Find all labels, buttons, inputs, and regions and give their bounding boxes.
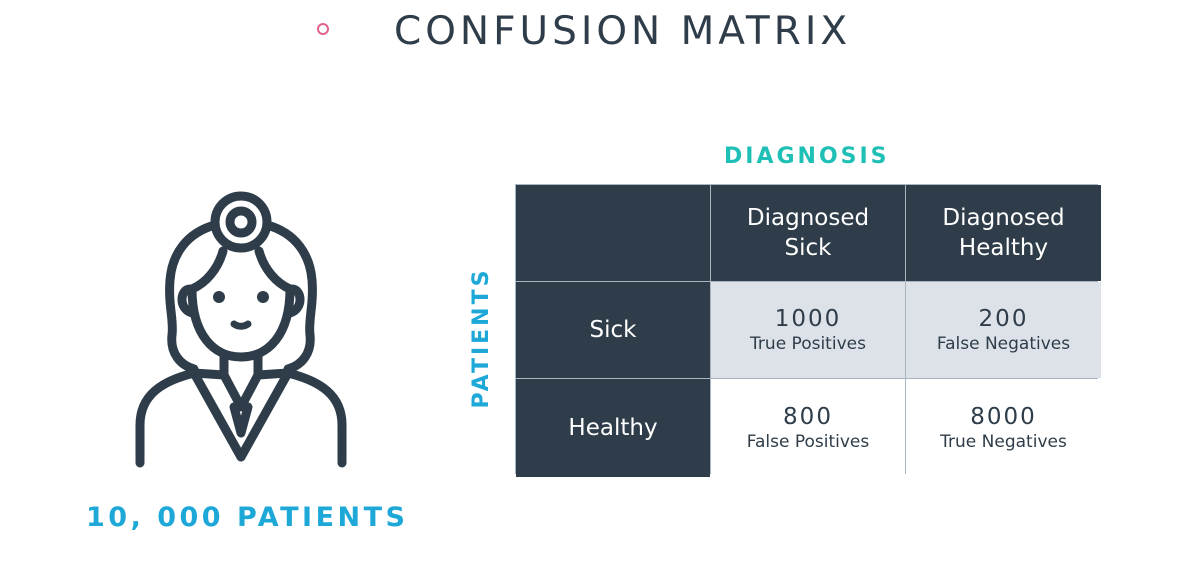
column-header-diagnosed-sick: Diagnosed Sick [711,185,905,281]
column-header-line: Healthy [958,235,1049,261]
diagnosis-axis-label: DIAGNOSIS [724,144,890,169]
cell-caption: True Negatives [940,431,1067,452]
column-header-diagnosed-healthy: Diagnosed Healthy [906,185,1101,281]
row-header-label: Healthy [568,415,658,441]
cell-value: 8000 [970,403,1037,430]
confusion-matrix: Diagnosed Sick Diagnosed Healthy Sick 10… [515,184,1101,477]
cell-caption: False Positives [746,431,870,452]
column-header-line: Diagnosed [942,205,1065,231]
patients-count: 10, 000 PATIENTS [86,502,409,533]
cell-caption: False Negatives [936,333,1071,354]
column-header-line: Diagnosed [746,205,870,231]
cell-value: 1000 [774,305,842,332]
column-header-line: Sick [784,235,832,261]
cell-true-positives: 1000 True Positives [711,282,905,378]
cell-false-negatives: 200 False Negatives [906,282,1101,378]
row-header-healthy: Healthy [516,379,710,477]
row-header-label: Sick [589,317,637,343]
cell-value: 800 [783,403,833,430]
cell-caption: True Positives [750,333,866,354]
row-header-sick: Sick [516,282,710,378]
cell-false-positives: 800 False Positives [711,379,905,477]
matrix-corner-cell [516,185,710,281]
page-title: CONFUSION MATRIX [394,9,852,54]
doctor-icon [135,191,347,468]
title-bullet-icon [317,23,329,35]
cell-value: 200 [978,305,1029,332]
cell-true-negatives: 8000 True Negatives [906,379,1101,477]
patients-axis-label: PATIENTS [469,267,494,409]
